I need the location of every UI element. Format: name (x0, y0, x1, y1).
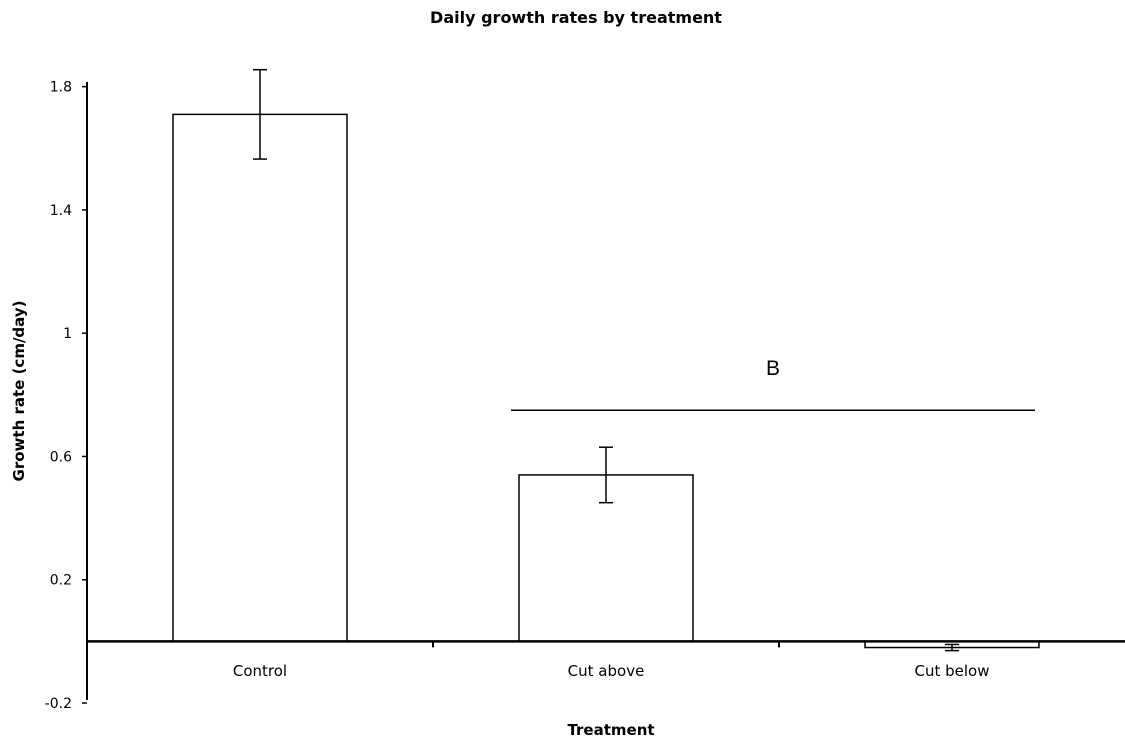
x-category-label: Cut below (915, 662, 990, 680)
y-tick-label: 0.6 (50, 449, 72, 465)
x-axis-label: Treatment (567, 721, 654, 739)
chart-title: Daily growth rates by treatment (430, 8, 722, 27)
y-tick-label: 0.2 (50, 573, 72, 589)
y-tick-label: 1.8 (50, 80, 72, 96)
y-tick-label: 1.4 (50, 203, 72, 219)
bar-control (172, 113, 348, 643)
x-category-label: Cut above (568, 662, 645, 680)
x-category-label: Control (233, 662, 287, 680)
bars (172, 113, 1040, 649)
group-letters: AB (253, 0, 1035, 411)
group-letter-label: B (766, 357, 780, 380)
x-axis: Control Cut above Cut below (87, 640, 1125, 680)
y-tick-label: 1 (63, 326, 72, 342)
y-axis: -0.2 0.2 0.6 1 1.4 1.8 (45, 80, 88, 712)
group-letter-label: A (253, 0, 267, 1)
y-axis-label: Growth rate (cm/day) (10, 301, 28, 482)
y-tick-label: -0.2 (45, 696, 72, 712)
error-bars (253, 68, 959, 652)
